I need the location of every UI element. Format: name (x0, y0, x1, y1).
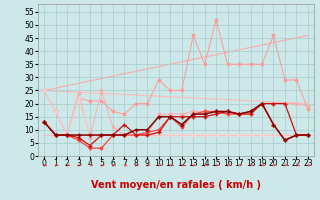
X-axis label: Vent moyen/en rafales ( km/h ): Vent moyen/en rafales ( km/h ) (91, 180, 261, 190)
